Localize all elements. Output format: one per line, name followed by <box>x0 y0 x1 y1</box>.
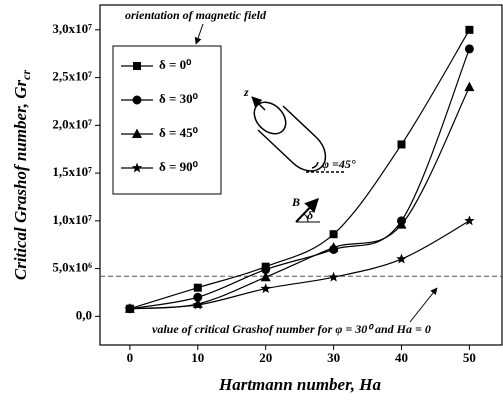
y-tick-label: 0,0 <box>76 307 92 322</box>
x-tick-label: 10 <box>191 350 204 365</box>
y-tick-label: 3,0x10⁷ <box>52 21 92 36</box>
diagram-label: φ =45° <box>322 157 356 171</box>
marker-circle <box>464 44 474 54</box>
series-line <box>129 220 470 310</box>
marker-square <box>329 230 338 239</box>
x-axis-label: Hartmann number, Ha <box>218 375 382 394</box>
y-tick-label: 1,0x10⁷ <box>52 212 92 227</box>
legend-label: δ = 90⁰ <box>159 159 199 174</box>
annotation-arrow <box>194 23 204 45</box>
legend-box <box>112 45 222 195</box>
x-tick-label: 0 <box>127 350 134 365</box>
marker-star <box>124 303 136 314</box>
marker-star <box>192 299 204 310</box>
marker-circle <box>261 265 271 275</box>
marker-circle <box>193 292 203 302</box>
diagram-label: B <box>291 195 300 209</box>
marker-triangle <box>396 219 407 229</box>
annotation: value of critical Grashof number for φ =… <box>152 322 431 336</box>
y-tick-label: 2,5x10⁷ <box>52 69 92 84</box>
marker-triangle <box>464 81 475 92</box>
diagram-label: δ <box>307 208 313 222</box>
x-tick-label: 30 <box>327 350 340 365</box>
marker-square <box>397 140 406 149</box>
legend-label: δ = 0⁰ <box>159 57 192 72</box>
diagram-label: z <box>243 85 249 99</box>
annotation: orientation of magnetic field <box>125 8 267 22</box>
y-tick-label: 2,0x10⁷ <box>52 116 92 131</box>
marker-square <box>193 283 202 292</box>
plot-frame <box>99 4 503 346</box>
annotation-arrow <box>409 287 438 323</box>
x-tick-label: 20 <box>259 350 272 365</box>
marker-triangle <box>328 242 339 252</box>
x-tick-label: 50 <box>463 350 476 365</box>
marker-square <box>465 25 474 34</box>
plot-area: 0 10 20 30 40 50 0,0 5,0x10⁶ 1,0x10⁷ 1,5x10⁷ 2,0x1… <box>52 21 502 365</box>
x-tick-label: 40 <box>395 350 408 365</box>
legend-symbol <box>132 95 142 105</box>
cylinder-diagram <box>251 96 345 223</box>
marker-triangle <box>260 271 271 282</box>
y-axis-label-main: Critical Grashof number, Gr <box>11 79 30 280</box>
legend-label: δ = 45⁰ <box>159 125 199 140</box>
marker-star <box>260 283 271 294</box>
y-tick-label: 5,0x10⁶ <box>52 260 92 275</box>
legend-symbol <box>133 62 141 70</box>
marker-star <box>464 215 475 226</box>
y-axis-label: Critical Grashof number, Grcr <box>11 70 33 281</box>
legend-label: δ = 30⁰ <box>159 91 199 106</box>
y-axis-label-sub: cr <box>19 70 33 80</box>
legend-symbol <box>131 162 143 173</box>
marker-star <box>396 253 407 264</box>
y-tick-label: 1,5x10⁷ <box>52 164 92 179</box>
legend-symbol <box>132 128 142 138</box>
marker-star <box>328 271 339 282</box>
